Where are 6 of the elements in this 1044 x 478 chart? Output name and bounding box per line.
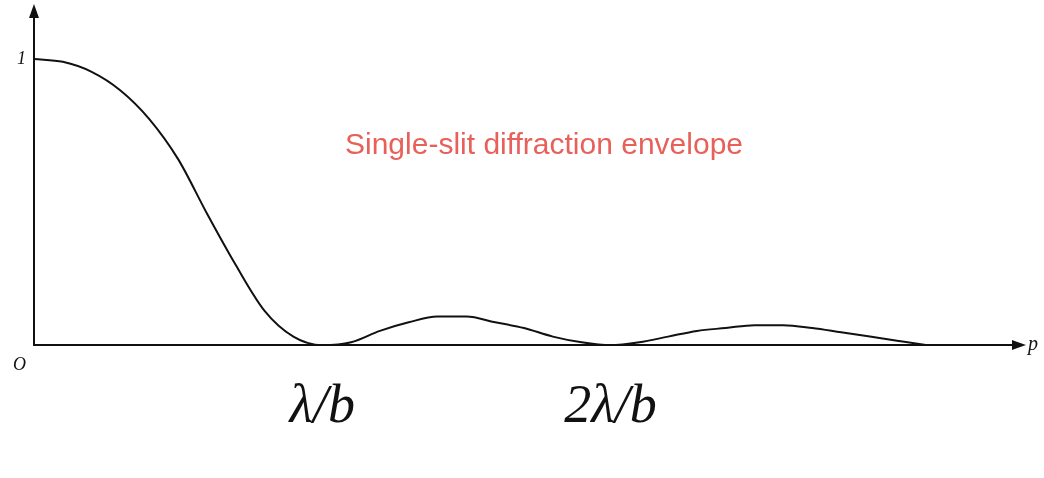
text: 1 bbox=[17, 47, 26, 68]
x-tick-label: 2λ/b bbox=[564, 373, 657, 434]
text: O bbox=[13, 353, 26, 374]
x-tick-label: λ/b bbox=[287, 373, 355, 434]
annotation: Single-slit diffraction envelope bbox=[344, 127, 744, 161]
x-axis-title: p bbox=[1026, 332, 1038, 356]
